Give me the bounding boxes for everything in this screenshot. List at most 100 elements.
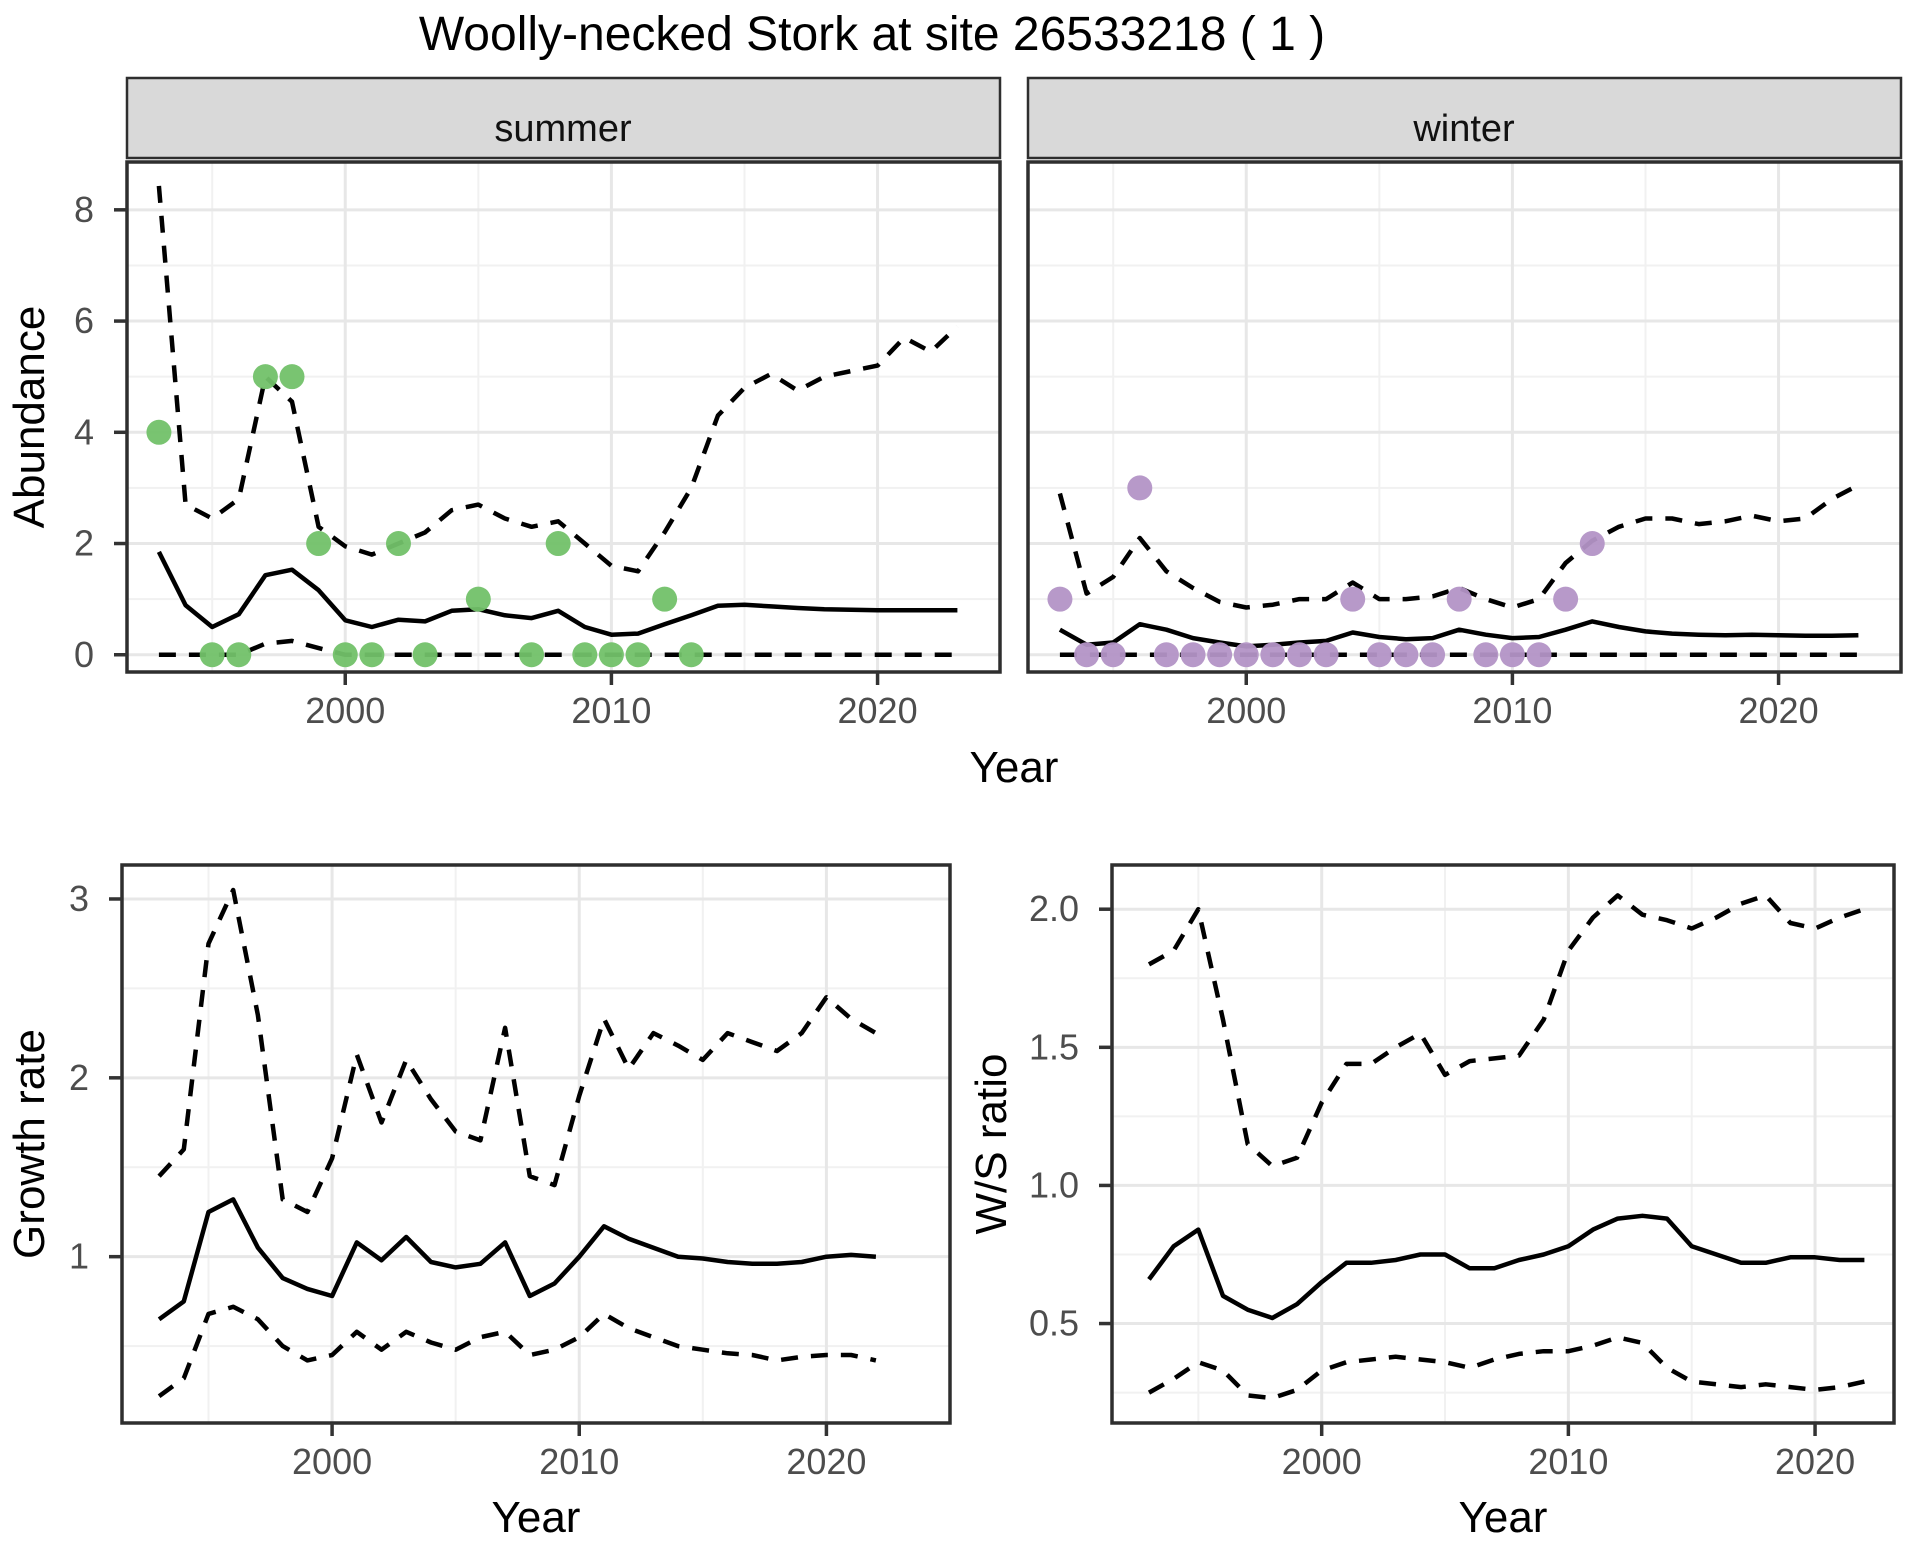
observation-point (1526, 642, 1552, 668)
observation-point (385, 531, 411, 557)
observation-point (678, 642, 704, 668)
observation-point (465, 586, 491, 612)
panel-bg (1028, 162, 1901, 672)
panel-border (1110, 863, 1896, 1425)
observation-point (279, 364, 305, 390)
y-tick-label: 6 (74, 300, 94, 341)
panel-abundance-summer: 2000 2010 2020 0 2 4 6 8 (74, 76, 1002, 731)
observation-point (1047, 586, 1073, 612)
observation-point (1446, 586, 1472, 612)
panel-border (125, 160, 1002, 674)
x-tick-label: 2020 (1739, 690, 1819, 731)
x-tick-label: 2010 (571, 690, 651, 731)
y-axis-label-growth-rate: Growth rate (5, 1029, 54, 1259)
x-tick-label: 2010 (1528, 1441, 1608, 1482)
x-axis-label-top: Year (970, 743, 1059, 792)
lower-ci-line (1147, 1335, 1865, 1401)
observation-point (545, 531, 571, 557)
panel-abundance-winter: 2000 2010 2020 (1026, 76, 1903, 731)
upper-ci-line (1057, 483, 1860, 610)
upper-ci-line (1147, 893, 1866, 1169)
observation-point (1579, 531, 1605, 557)
y-tick-label: 2 (74, 523, 94, 564)
y-tick-label: 2.0 (1029, 888, 1079, 929)
observation-point (412, 642, 438, 668)
facet-strip-label-summer: summer (494, 108, 632, 150)
y-tick-label: 0.5 (1029, 1303, 1079, 1344)
median-line (157, 1197, 877, 1322)
observation-point (359, 642, 385, 668)
panel-bg (1112, 865, 1894, 1423)
x-tick-label: 2010 (1472, 690, 1552, 731)
y-tick-label: 3 (69, 878, 89, 919)
y-tick-label: 1 (69, 1236, 89, 1277)
observation-point (519, 642, 545, 668)
observation-point (306, 531, 332, 557)
median-line (1058, 619, 1859, 649)
observation-point (1393, 642, 1419, 668)
y-axis-label-ws-ratio: W/S ratio (967, 1054, 1016, 1235)
facet-strip (1026, 76, 1903, 160)
panel-bg (122, 865, 950, 1423)
median-line (1147, 1213, 1865, 1321)
x-tick-label: 2020 (1775, 1441, 1855, 1482)
observation-point (1420, 642, 1446, 668)
observation-point (252, 364, 278, 390)
lower-ci-line (157, 1304, 877, 1399)
observation-point (199, 642, 225, 668)
observation-point (1180, 642, 1206, 668)
observation-point (1313, 642, 1339, 668)
observation-point (1260, 642, 1286, 668)
panel-border (1026, 160, 1903, 674)
observation-point (1127, 475, 1153, 501)
observation-point (1207, 642, 1233, 668)
panel-bg (127, 162, 1000, 672)
figure-title: Woolly-necked Stork at site 26533218 ( 1… (419, 8, 1325, 61)
observation-point (1499, 642, 1525, 668)
panel-border (120, 863, 952, 1425)
panel-ws-ratio: 2000 2010 2020 0.5 1.0 1.5 2.0 (1029, 863, 1896, 1482)
observation-point (146, 419, 172, 445)
median-line (156, 550, 958, 637)
observation-point (1340, 586, 1366, 612)
facet-strip (125, 76, 1002, 160)
upper-ci-line (156, 185, 959, 574)
y-tick-label: 1.0 (1029, 1164, 1079, 1205)
panel-growth-rate: 2000 2010 2020 1 2 3 (69, 863, 952, 1482)
x-tick-label: 2000 (305, 690, 385, 731)
x-axis-label-growth: Year (492, 1493, 581, 1542)
y-tick-label: 4 (74, 411, 94, 452)
x-tick-label: 2000 (1206, 690, 1286, 731)
x-tick-label: 2000 (292, 1441, 372, 1482)
y-tick-label: 0 (74, 634, 94, 675)
observation-point (1473, 642, 1499, 668)
observation-point (1153, 642, 1179, 668)
x-tick-label: 2000 (1282, 1441, 1362, 1482)
x-tick-label: 2020 (786, 1441, 866, 1482)
x-tick-label: 2010 (539, 1441, 619, 1482)
observation-point (1366, 642, 1392, 668)
facet-strip-label-winter: winter (1412, 108, 1515, 150)
observation-point (572, 642, 598, 668)
observation-point (598, 642, 624, 668)
observation-point (1553, 586, 1579, 612)
observation-point (1074, 642, 1100, 668)
y-tick-label: 2 (69, 1057, 89, 1098)
observation-point (332, 642, 358, 668)
y-tick-label: 8 (74, 189, 94, 230)
upper-ci-line (157, 887, 878, 1215)
observation-point (226, 642, 252, 668)
observation-point (652, 586, 678, 612)
observation-point (1100, 642, 1126, 668)
observation-point (1233, 642, 1259, 668)
x-axis-label-ws: Year (1459, 1493, 1548, 1542)
observation-point (1286, 642, 1312, 668)
x-tick-label: 2020 (838, 690, 918, 731)
chart-layers: 2000 2010 2020 0 2 4 6 8 2000 2010 2020 2000 2010 202… (69, 76, 1903, 1482)
observation-point (625, 642, 651, 668)
y-axis-label-abundance: Abundance (5, 306, 54, 529)
y-tick-label: 1.5 (1029, 1026, 1079, 1067)
lower-ci-line (158, 638, 958, 658)
